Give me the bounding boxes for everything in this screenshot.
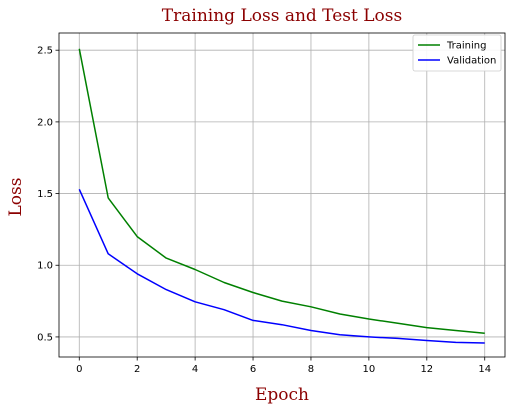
x-tick-label: 14 <box>478 364 491 375</box>
chart-title: Training Loss and Test Loss <box>162 6 402 26</box>
x-tick-label: 12 <box>420 364 433 375</box>
y-tick-label: 1.5 <box>37 189 53 200</box>
y-axis-label: Loss <box>6 178 26 217</box>
y-tick-label: 1.0 <box>37 261 53 272</box>
legend-label-validation: Validation <box>447 56 496 67</box>
x-tick-label: 2 <box>134 364 140 375</box>
x-tick-label: 10 <box>363 364 376 375</box>
grid <box>59 33 505 357</box>
plot-area-frame <box>58 32 506 358</box>
x-tick-label: 8 <box>308 364 314 375</box>
series-line-training <box>78 48 485 335</box>
legend-label-training: Training <box>446 41 486 52</box>
x-tick-label: 6 <box>250 364 256 375</box>
legend: Training Validation <box>412 34 502 72</box>
y-tick-label: 2.5 <box>37 46 53 57</box>
x-tick-label: 4 <box>192 364 198 375</box>
axis-ticks: 0 2 4 6 8 10 12 14 0.5 1.0 1.5 2.0 2.5 <box>37 46 491 375</box>
series-lines <box>78 48 485 344</box>
legend-box <box>412 34 502 72</box>
y-tick-label: 0.5 <box>37 332 53 343</box>
x-axis-label: Epoch <box>255 385 309 405</box>
series-line-validation <box>78 188 485 344</box>
x-tick-label: 0 <box>76 364 82 375</box>
y-tick-label: 2.0 <box>37 117 53 128</box>
